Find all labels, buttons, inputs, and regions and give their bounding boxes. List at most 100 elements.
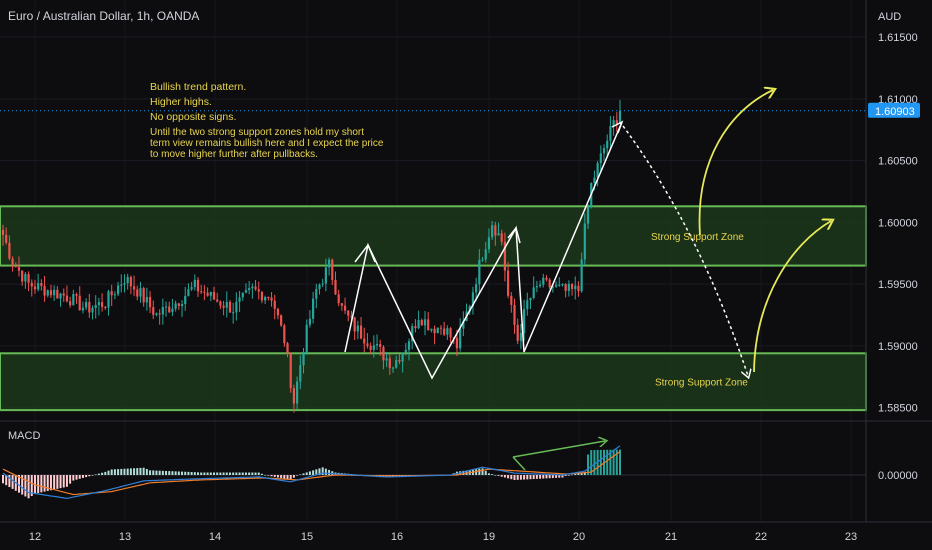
candle-body: [606, 140, 609, 149]
candle-body: [507, 270, 510, 296]
candle-body: [216, 299, 219, 302]
macd-histogram-bar: [181, 471, 184, 475]
candle-body: [468, 306, 471, 312]
macd-histogram-bar: [126, 468, 129, 475]
macd-histogram-bar: [155, 470, 158, 475]
macd-histogram-bar: [305, 472, 308, 475]
zigzag-trend-drawing[interactable]: [344, 121, 623, 380]
candle-body: [439, 327, 443, 329]
macd-histogram-bar: [187, 471, 190, 475]
annotation-note[interactable]: Bullish trend pattern. Higher highs. No op…: [150, 81, 384, 160]
macd-panel: 0.00000: [0, 441, 918, 500]
macd-histogram-bar: [491, 474, 494, 475]
macd-histogram-bar: [85, 475, 88, 478]
bullish-arrow-upper[interactable]: [698, 90, 773, 236]
macd-histogram-bar: [296, 475, 299, 476]
macd-histogram-bar: [574, 473, 577, 475]
zigzag-arrowhead: [611, 120, 624, 134]
macd-histogram-bar: [30, 475, 33, 497]
macd-histogram-bar: [78, 475, 81, 479]
candle-body: [574, 285, 577, 289]
macd-histogram-bar: [72, 475, 75, 481]
macd-histogram-bar: [120, 468, 123, 475]
macd-histogram-bar: [267, 475, 270, 476]
candle-body: [494, 225, 497, 236]
projected-pullback-path[interactable]: [622, 125, 748, 376]
candle-body: [219, 301, 222, 306]
candle-body: [538, 284, 542, 287]
candle-body: [363, 338, 366, 344]
time-axis[interactable]: 12 13 14 15 16 19 20 21 22 23: [29, 531, 857, 543]
candle-body: [315, 288, 318, 299]
candle-body: [423, 319, 427, 326]
macd-title[interactable]: MACD: [8, 430, 40, 442]
candle-body: [206, 292, 209, 296]
candle-body: [366, 343, 369, 346]
macd-histogram-bar: [171, 471, 174, 475]
macd-histogram-bar: [136, 468, 139, 475]
candle-body: [17, 267, 21, 271]
macd-histogram-bar: [519, 475, 522, 480]
macd-histogram-bar: [606, 449, 609, 475]
macd-histogram-bar: [321, 467, 324, 475]
macd-histogram-bar: [212, 472, 215, 475]
macd-histogram-bar: [53, 475, 56, 490]
macd-histogram-bar: [49, 475, 52, 491]
candle-body: [522, 309, 526, 333]
candle-body: [379, 344, 382, 347]
candle-body: [535, 286, 538, 288]
macd-histogram-bar: [145, 469, 148, 475]
candle-body: [609, 126, 612, 141]
macd-histogram-bar: [142, 467, 145, 475]
candle-body: [37, 283, 40, 290]
macd-histogram-bar: [302, 473, 305, 475]
macd-histogram-bar: [235, 472, 238, 475]
candle-body: [5, 234, 8, 243]
candle-body: [187, 289, 190, 296]
candle-body: [161, 307, 164, 315]
candle-body: [331, 259, 334, 280]
candle-body: [196, 279, 200, 292]
candle-body: [280, 315, 283, 326]
macd-histogram-bar: [545, 475, 548, 479]
candle-body: [554, 284, 558, 287]
candle-body: [286, 343, 289, 354]
macd-histogram-bar: [161, 470, 164, 475]
macd-histogram-bar: [232, 472, 235, 475]
macd-histogram-bar: [535, 475, 538, 479]
bullish-arrow-lower[interactable]: [753, 221, 831, 373]
macd-divergence-arrow[interactable]: [512, 441, 605, 458]
price-tick-label: 1.60000: [878, 217, 918, 229]
candle-body: [388, 358, 391, 368]
candle-body: [21, 270, 24, 282]
candle-body: [264, 297, 267, 301]
macd-histogram-bar: [248, 472, 251, 475]
macd-histogram-bar: [219, 472, 222, 475]
candle-body: [599, 153, 602, 164]
macd-histogram-bar: [91, 475, 94, 476]
macd-histogram-bar: [174, 471, 177, 475]
current-price-value: 1.60903: [875, 106, 915, 118]
macd-histogram-bar: [11, 475, 14, 489]
candle-body: [529, 298, 532, 301]
macd-histogram-bar: [129, 468, 132, 475]
macd-histogram-bar: [241, 472, 244, 475]
macd-histogram-bar: [612, 449, 615, 475]
candle-body: [459, 328, 462, 349]
macd-histogram-bar: [283, 475, 286, 479]
symbol-title[interactable]: Euro / Australian Dollar, 1h, OANDA: [8, 9, 199, 23]
macd-histogram-bar: [139, 467, 142, 475]
macd-histogram-bar: [260, 473, 263, 475]
macd-histogram-bar: [193, 472, 196, 475]
candle-body: [273, 300, 276, 309]
macd-histogram-bar: [532, 475, 535, 480]
candle-body: [519, 332, 522, 341]
candle-body: [225, 301, 228, 308]
macd-histogram-bar: [619, 449, 621, 475]
macd-histogram-bar: [222, 472, 225, 475]
candle-body: [49, 290, 53, 296]
candle-body: [11, 258, 14, 266]
candle-body: [567, 283, 570, 291]
candle-body: [238, 297, 241, 302]
